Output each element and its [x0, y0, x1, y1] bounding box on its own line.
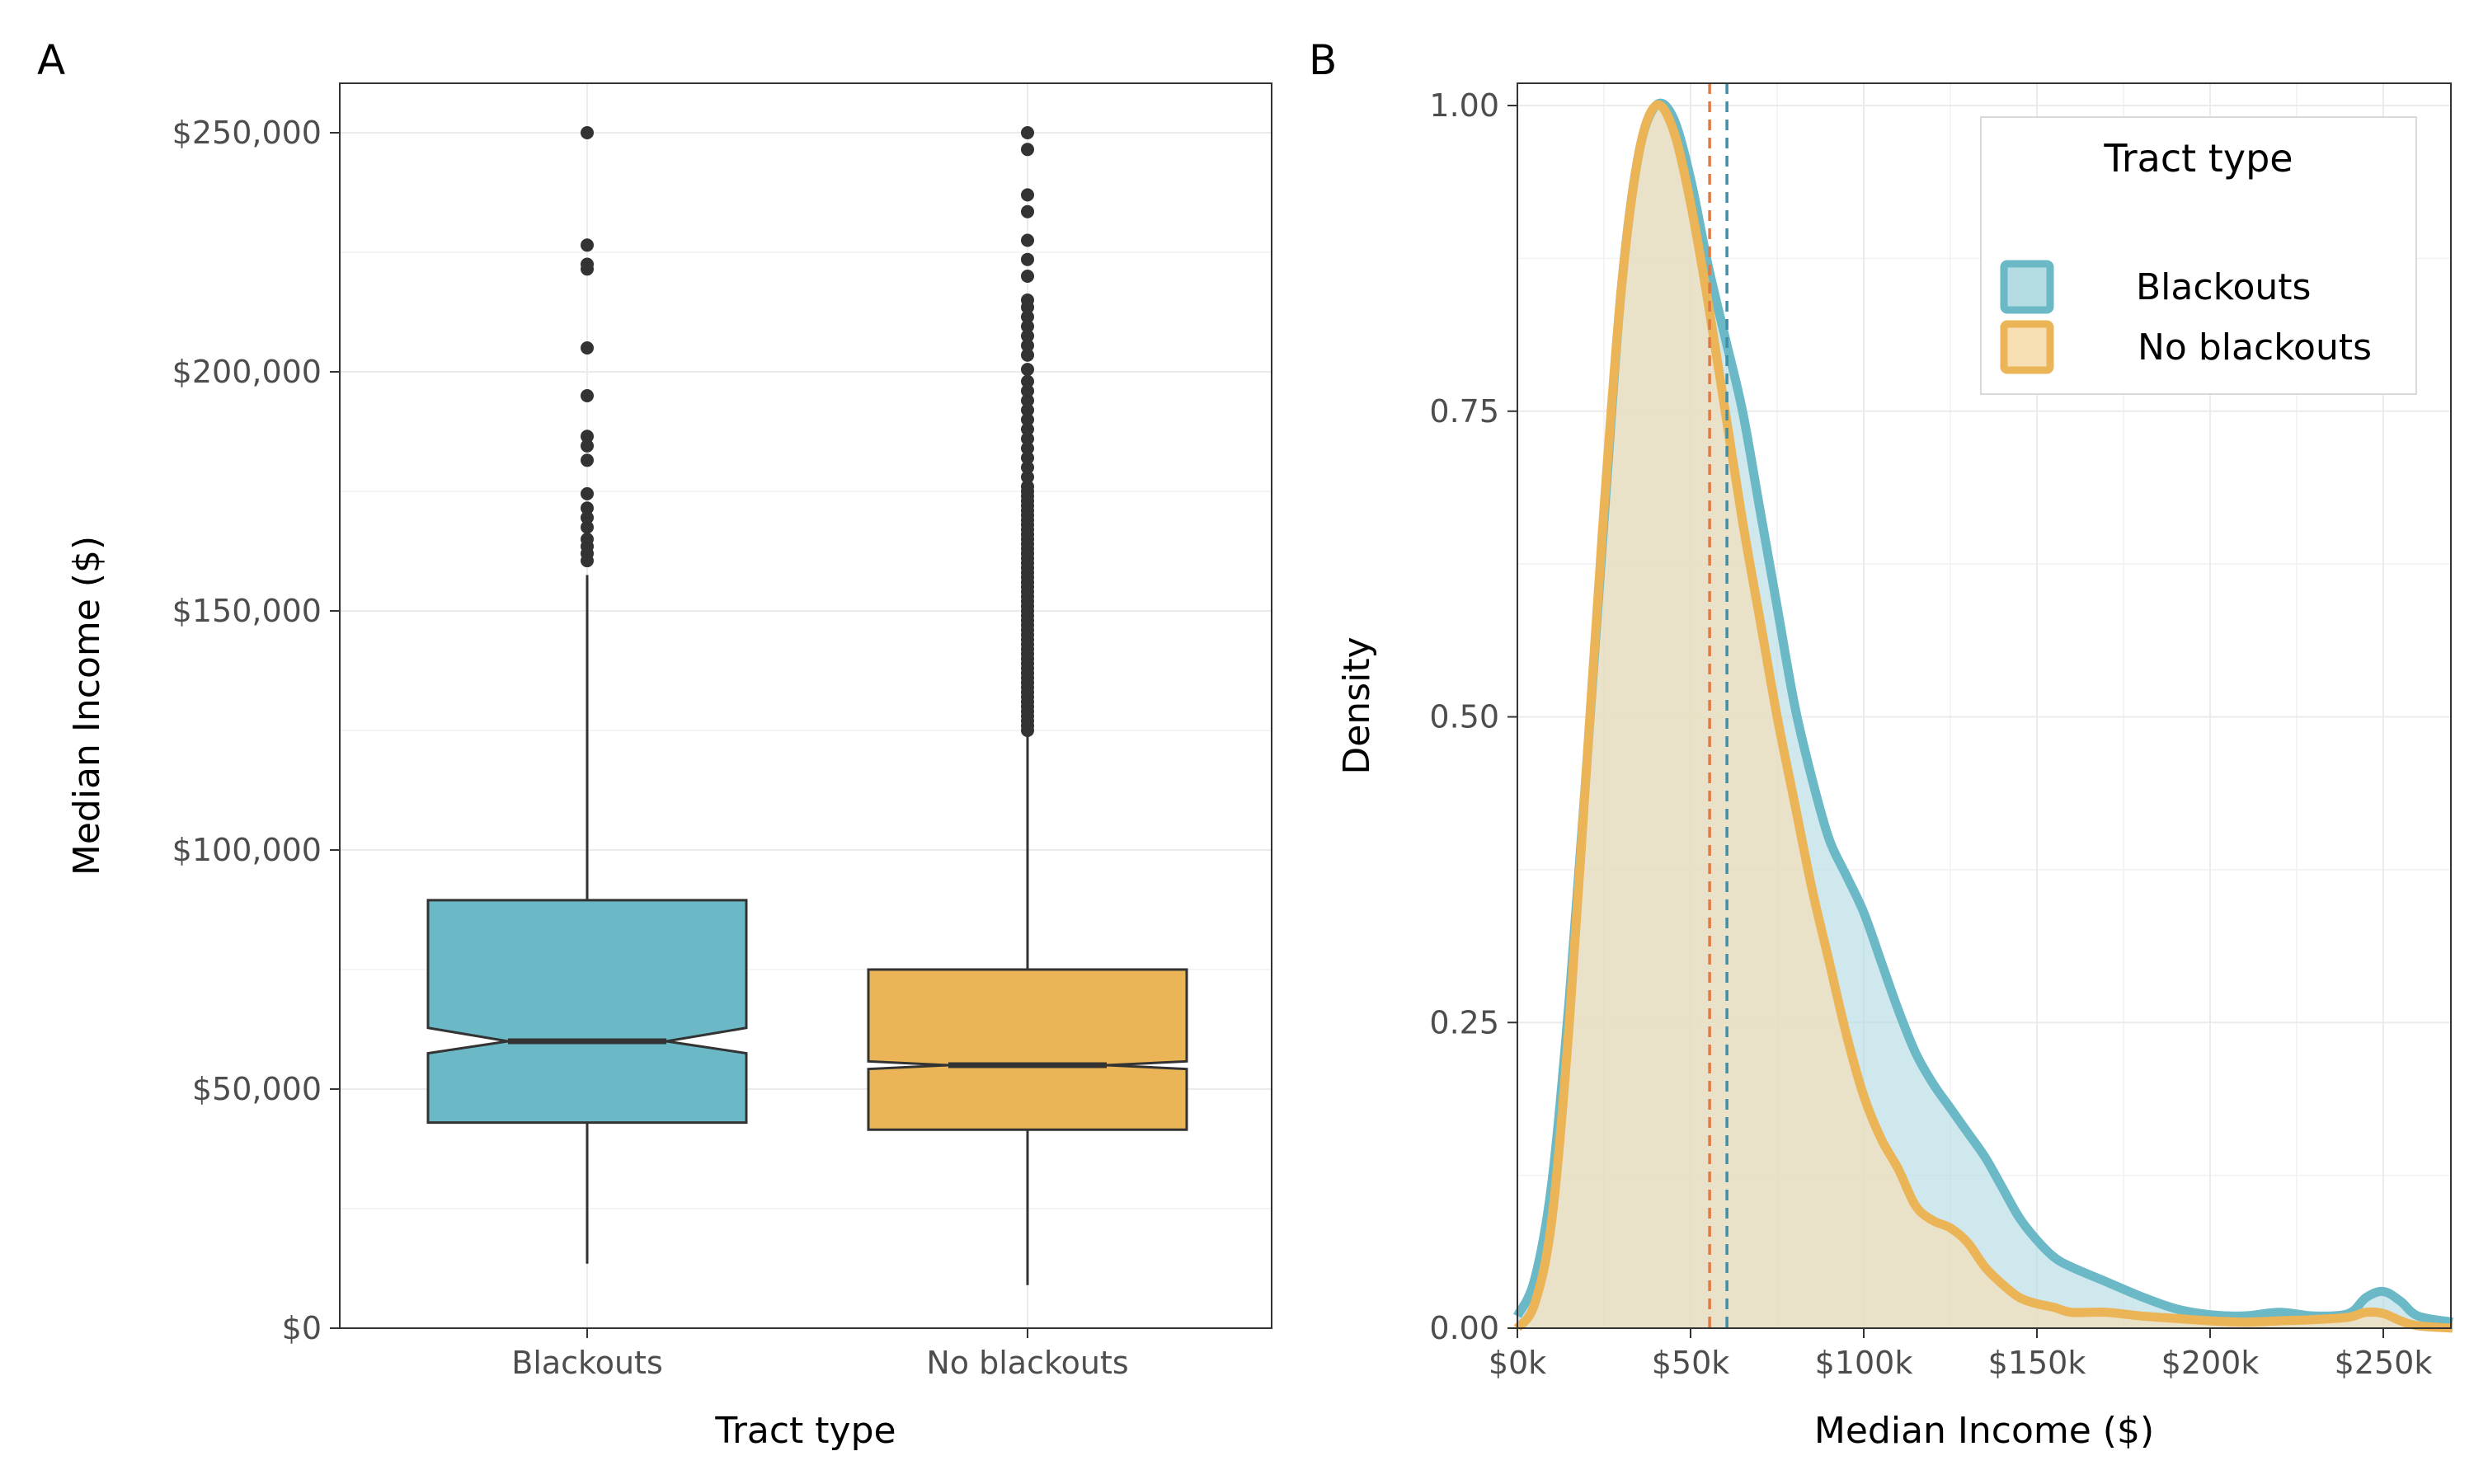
panel-a-x-title: Tract type: [714, 1410, 896, 1452]
outlier-point: [1021, 432, 1034, 446]
x-tick-label: $200k: [2161, 1345, 2260, 1381]
outlier-point: [1021, 374, 1034, 388]
x-tick-label: $100k: [1815, 1345, 1913, 1381]
x-tick-label: $150k: [1988, 1345, 2086, 1381]
panel-a-y-axis: $0 $50,000 $100,000 $150,000 $200,000 $250,00…: [172, 115, 340, 1346]
outlier-point: [581, 430, 594, 444]
box-body: [867, 968, 1188, 1131]
panel-a-border: [339, 82, 1272, 1329]
y-tick-label: 0.25: [1429, 1004, 1499, 1040]
outlier-point: [1021, 461, 1034, 474]
panel-a-grid: [340, 83, 1272, 1329]
panel-b-tag: B: [1309, 36, 1337, 84]
y-tick-label: 0.50: [1429, 699, 1499, 735]
y-tick-label: $0: [282, 1310, 322, 1346]
panel-b-x-axis: $0k $50k $100k $150k $200k $250k: [1489, 1328, 2433, 1381]
y-tick-label: 0.00: [1429, 1310, 1499, 1346]
y-tick-label: $150,000: [172, 593, 322, 629]
panel-a: A $0 $50,000 $100,000 $150,000 $200,000 $250,…: [37, 36, 1272, 1452]
outlier-point: [1021, 339, 1034, 353]
outlier-point: [1021, 233, 1034, 247]
outlier-point: [1021, 384, 1034, 398]
outlier-point: [1021, 451, 1034, 465]
outlier-point: [1021, 126, 1034, 139]
x-tick-label: No blackouts: [926, 1345, 1128, 1381]
outlier-point: [1021, 363, 1034, 377]
outlier-point: [1021, 413, 1034, 426]
y-tick-label: $200,000: [172, 354, 322, 390]
box-blackouts: [426, 126, 748, 1264]
outlier-point: [1021, 319, 1034, 333]
outlier-point: [581, 389, 594, 402]
panel-a-x-axis: Blackouts No blackouts: [511, 1328, 1129, 1381]
outlier-point: [581, 238, 594, 252]
outlier-point: [1021, 329, 1034, 343]
panel-b: B 0.00 0.25 0.50 0.75 1.00 $0k $50k $100k $150k…: [1309, 36, 2453, 1452]
panel-b-y-title: Density: [1336, 636, 1378, 774]
outlier-point: [581, 257, 594, 271]
outlier-point: [1021, 143, 1034, 157]
outlier-point: [1021, 422, 1034, 436]
legend-label-no-blackouts: No blackouts: [2138, 326, 2372, 369]
panel-b-legend: Tract type Blackouts No blackouts: [1980, 116, 2417, 395]
legend-key-no-blackouts: [2000, 320, 2054, 374]
outlier-point: [1021, 403, 1034, 417]
outlier-point: [581, 126, 594, 139]
x-tick-label: Blackouts: [511, 1345, 663, 1381]
legend-label-blackouts: Blackouts: [2136, 266, 2311, 308]
outlier-point: [1021, 480, 1034, 494]
density-line-no-blackouts: [1513, 100, 2453, 1333]
outlier-point: [1021, 348, 1034, 362]
x-tick-label: $0k: [1489, 1345, 1546, 1381]
outlier-point: [1021, 470, 1034, 484]
box-no-blackouts: [867, 126, 1188, 1285]
outlier-point: [581, 439, 594, 453]
outlier-point: [581, 520, 594, 534]
outlier-point: [581, 510, 594, 524]
outlier-point: [581, 341, 594, 355]
outlier-point: [1021, 441, 1034, 455]
outlier-point: [581, 453, 594, 467]
box-body: [426, 899, 748, 1125]
panel-b-x-title: Median Income ($): [1814, 1410, 2154, 1452]
y-tick-label: $100,000: [172, 832, 322, 868]
outlier-point: [1021, 270, 1034, 283]
outlier-point: [581, 533, 594, 546]
x-tick-label: $50k: [1652, 1345, 1730, 1381]
outlier-point: [1021, 204, 1034, 218]
y-tick-label: $50,000: [192, 1071, 322, 1107]
outlier-point: [1021, 310, 1034, 324]
outlier-point: [581, 486, 594, 500]
outlier-point: [1021, 294, 1034, 307]
outlier-point: [1021, 252, 1034, 266]
panel-a-tag: A: [37, 36, 65, 84]
outlier-point: [1021, 188, 1034, 202]
panel-b-density-areas: [1513, 98, 2453, 1333]
y-tick-label: 0.75: [1429, 393, 1499, 430]
panel-b-border: [1517, 82, 2452, 1329]
density-fill-no-blackouts: [1517, 105, 2453, 1329]
y-tick-label: 1.00: [1429, 87, 1499, 124]
legend-key-blackouts: [2000, 260, 2054, 314]
panel-a-boxes: [426, 126, 1188, 1285]
y-tick-label: $250,000: [172, 115, 322, 151]
legend-title: Tract type: [2103, 136, 2293, 181]
panel-b-mean-lines: [1708, 83, 1729, 1328]
outlier-point: [1021, 393, 1034, 407]
outlier-point: [581, 501, 594, 515]
panel-a-y-title: Median Income ($): [66, 536, 108, 876]
panel-b-y-axis: 0.00 0.25 0.50 0.75 1.00: [1429, 87, 1517, 1346]
x-tick-label: $250k: [2335, 1345, 2433, 1381]
